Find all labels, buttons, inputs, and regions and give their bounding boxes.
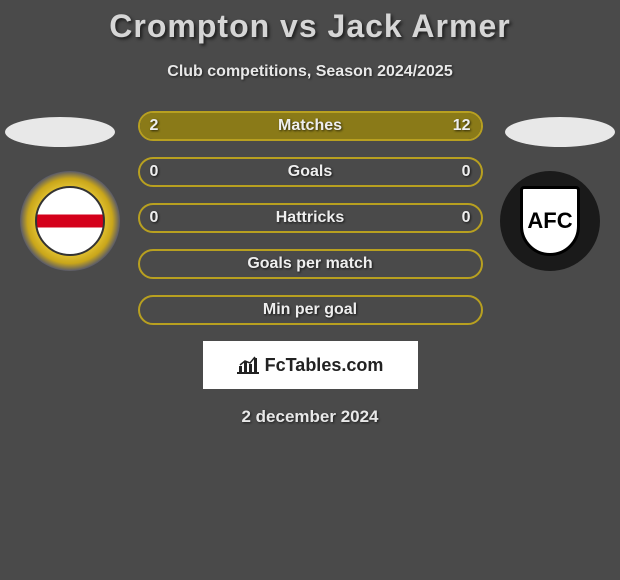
- page-title: Crompton vs Jack Armer: [0, 8, 620, 45]
- stat-label: Goals: [140, 159, 481, 185]
- stat-row: Min per goal: [138, 295, 483, 325]
- infographic-container: Crompton vs Jack Armer Club competitions…: [0, 0, 620, 427]
- stat-label: Min per goal: [140, 297, 481, 323]
- club-badge-left: [20, 171, 120, 271]
- date-label: 2 december 2024: [0, 407, 620, 427]
- club-badge-right: AFC: [500, 171, 600, 271]
- stat-row: 00Hattricks: [138, 203, 483, 233]
- source-logo-text: FcTables.com: [265, 355, 384, 376]
- stats-list: 212Matches 00Goals 00Hattricks Goals per ma…: [138, 111, 483, 325]
- stat-row: Goals per match: [138, 249, 483, 279]
- stat-label: Goals per match: [140, 251, 481, 277]
- chart-icon: [237, 356, 259, 374]
- afc-crest-icon: AFC: [520, 186, 580, 256]
- tamworth-crest-icon: [35, 186, 105, 256]
- subtitle: Club competitions, Season 2024/2025: [0, 63, 620, 81]
- stat-row: 00Goals: [138, 157, 483, 187]
- source-logo: FcTables.com: [203, 341, 418, 389]
- player-left-marker: [5, 117, 115, 147]
- player-right-marker: [505, 117, 615, 147]
- stat-label: Matches: [140, 113, 481, 139]
- stat-row: 212Matches: [138, 111, 483, 141]
- stat-label: Hattricks: [140, 205, 481, 231]
- comparison-area: AFC 212Matches 00Goals 00Hattricks Goals pe…: [0, 111, 620, 427]
